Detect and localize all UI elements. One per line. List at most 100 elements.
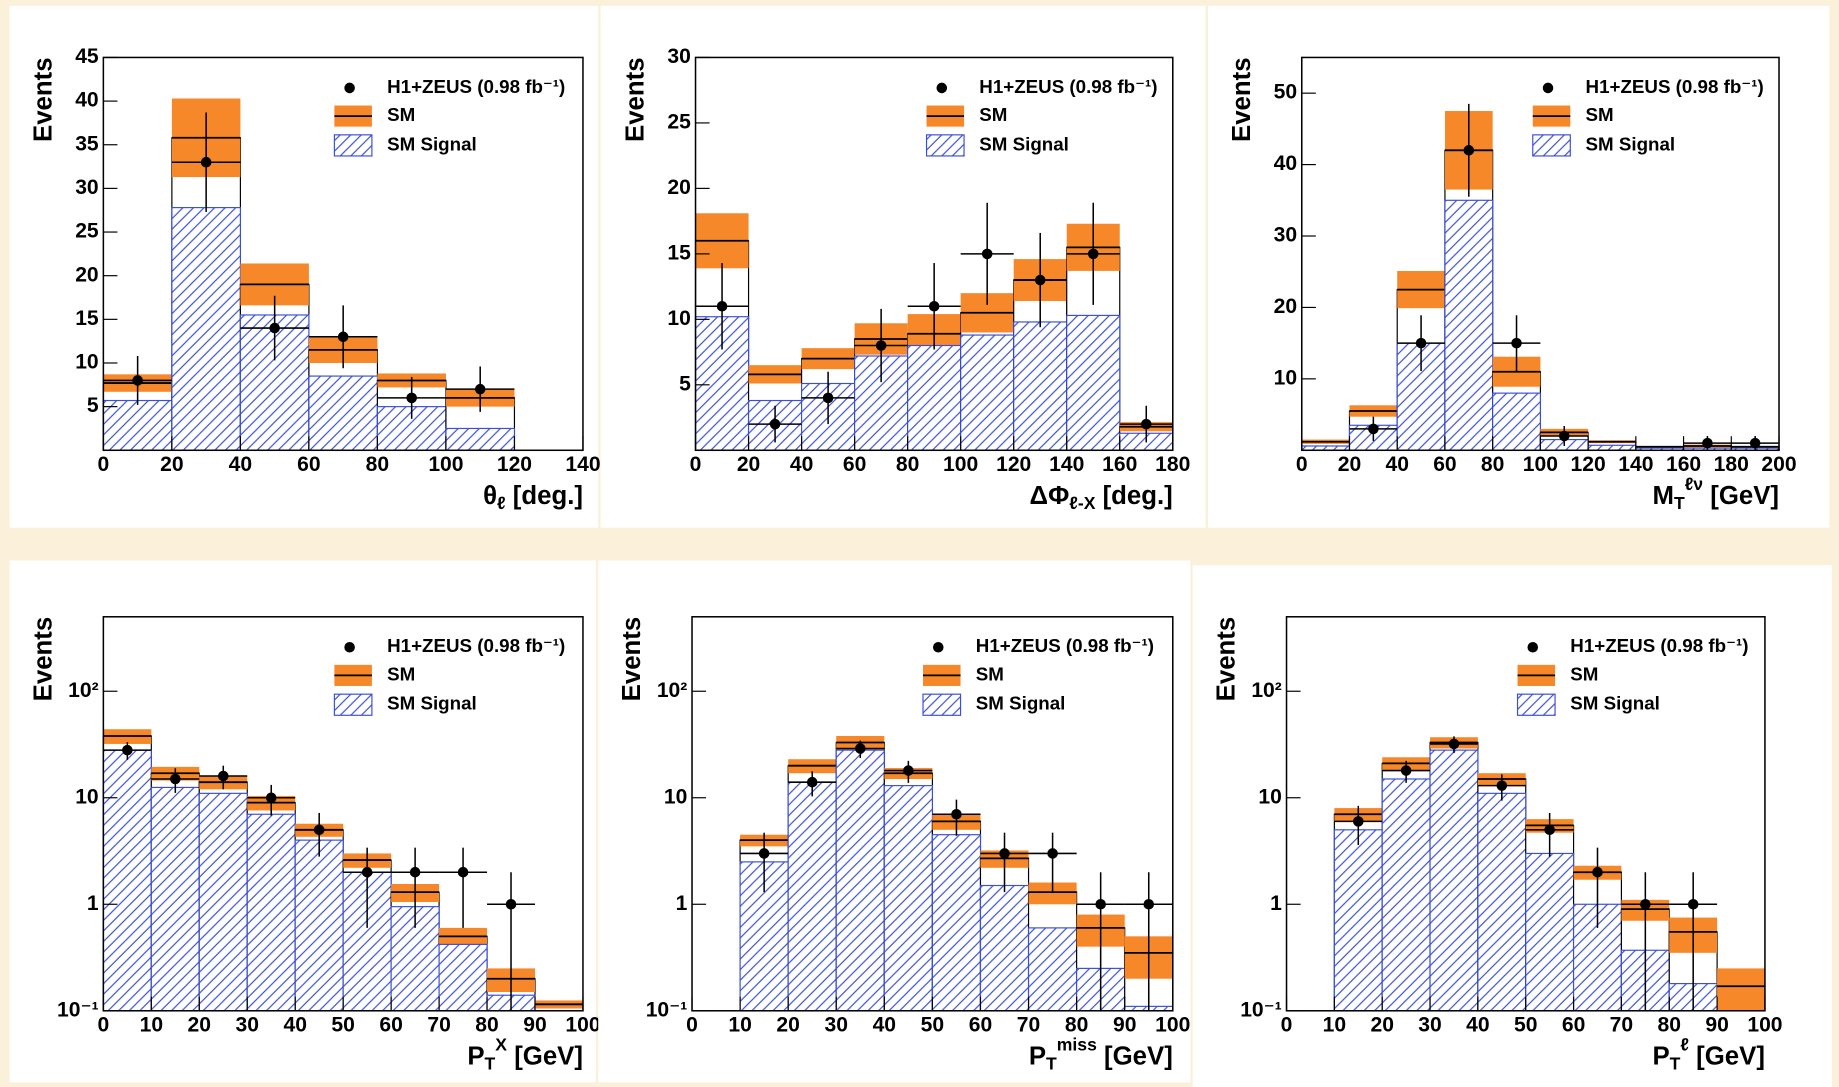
legend-label: SM [1586,104,1614,125]
data-point [1095,898,1106,910]
x-axis-label-part: miss [1057,1035,1097,1055]
x-tick-label: 80 [1481,453,1504,476]
x-tick-label: 80 [1658,1014,1681,1037]
y-tick-label: 20 [1274,295,1297,318]
x-tick-label: 40 [229,453,252,476]
x-tick-label: 50 [1514,1014,1537,1037]
x-axis-label-part: P [1029,1042,1046,1070]
data-point [1034,274,1046,286]
legend-label: H1+ZEUS (0.98 fb⁻¹) [387,635,565,656]
x-tick-label: 40 [283,1014,306,1037]
data-point [505,898,517,910]
y-axis-label: Events [30,617,58,702]
x-tick-label: 20 [1370,1014,1393,1037]
x-tick-label: 0 [98,453,110,476]
signal-bar [294,839,344,1012]
x-tick-label: 60 [1433,453,1456,476]
legend-label: SM [1570,663,1598,684]
legend-label: SM Signal [387,133,477,154]
y-tick-label: 35 [75,132,99,155]
legend-marker [936,82,948,94]
data-point [716,300,728,312]
legend-marker [932,641,944,653]
data-point [265,792,277,804]
x-tick-label: 40 [1385,453,1408,476]
data-point [1592,866,1603,878]
x-axis-label-part: T [1046,1053,1057,1073]
x-tick-label: 90 [1113,1014,1136,1037]
data-point [1143,898,1155,910]
y-axis-label: Events [30,57,58,142]
y-tick-label: 1 [676,892,688,915]
x-tick-label: 70 [1017,1014,1040,1037]
data-point [903,765,914,776]
legend-marker [1542,82,1554,94]
data-point [1496,780,1508,791]
x-tick-label: 50 [331,1014,354,1037]
legend-marker [333,134,373,157]
x-tick-label: 140 [565,453,600,476]
x-axis-label-part: ℓ [497,493,506,513]
x-tick-label: 140 [1618,453,1653,476]
data-point [806,776,818,788]
y-tick-label: 10⁻¹ [646,998,688,1021]
x-axis-label-part: [GeV] [1703,482,1779,510]
signal-bar [907,344,962,451]
y-tick-label: 30 [1274,224,1297,247]
signal-bar [246,813,296,1012]
y-axis-label: Events [622,57,650,142]
data-point [1558,430,1570,442]
x-axis-label-part: θ [483,482,497,510]
x-tick-label: 120 [497,453,532,476]
y-tick-label: 10⁻¹ [1240,998,1282,1021]
legend-label: SM [976,663,1004,684]
y-tick-label: 10² [657,679,688,702]
signal-bar [1429,749,1479,1012]
signal-bar [198,792,248,1012]
x-tick-label: 160 [1102,453,1137,476]
x-axis-label-part: [deg.] [506,482,583,510]
data-point [1544,824,1555,836]
y-tick-label: 30 [667,45,690,68]
legend-label: SM [387,104,415,125]
data-point [928,300,940,312]
x-tick-label: 20 [776,1014,799,1037]
x-tick-label: 0 [690,453,702,476]
legend-label: H1+ZEUS (0.98 fb⁻¹) [1586,76,1764,97]
legend-marker [922,693,962,716]
x-tick-label: 10 [1323,1014,1346,1037]
x-tick-label: 60 [1562,1014,1585,1037]
x-axis-label: MTℓν [GeV] [1652,474,1779,513]
legend-label: H1+ZEUS (0.98 fb⁻¹) [1570,635,1748,656]
y-tick-label: 25 [75,220,99,243]
signal-bar [979,884,1030,1012]
y-tick-label: 50 [1274,81,1297,104]
x-axis-label-part: [deg.] [1095,482,1172,510]
x-tick-label: 30 [236,1014,259,1037]
x-tick-label: 50 [921,1014,944,1037]
x-axis-label-part: P [1652,1042,1669,1070]
x-axis-label-part: T [485,1053,496,1073]
y-tick-label: 10² [1251,679,1282,702]
legend-marker [344,641,355,653]
data-point [1368,423,1379,435]
x-tick-label: 160 [1666,453,1701,476]
x-tick-label: 20 [1338,453,1361,476]
data-point [855,743,866,754]
legend-label: H1+ZEUS (0.98 fb⁻¹) [976,635,1154,656]
y-tick-label: 20 [75,263,98,286]
data-point [361,866,373,878]
data-point [457,866,469,878]
signal-bar [787,781,837,1012]
data-point [170,773,181,785]
x-tick-label: 60 [379,1014,402,1037]
signal-bar [1525,852,1575,1012]
signal-bar [1381,778,1431,1012]
y-tick-label: 10² [68,679,99,702]
legend-label: SM Signal [387,693,477,714]
signal-bar [931,834,982,1012]
y-axis-label: Events [1228,57,1256,142]
data-point [1415,337,1427,349]
